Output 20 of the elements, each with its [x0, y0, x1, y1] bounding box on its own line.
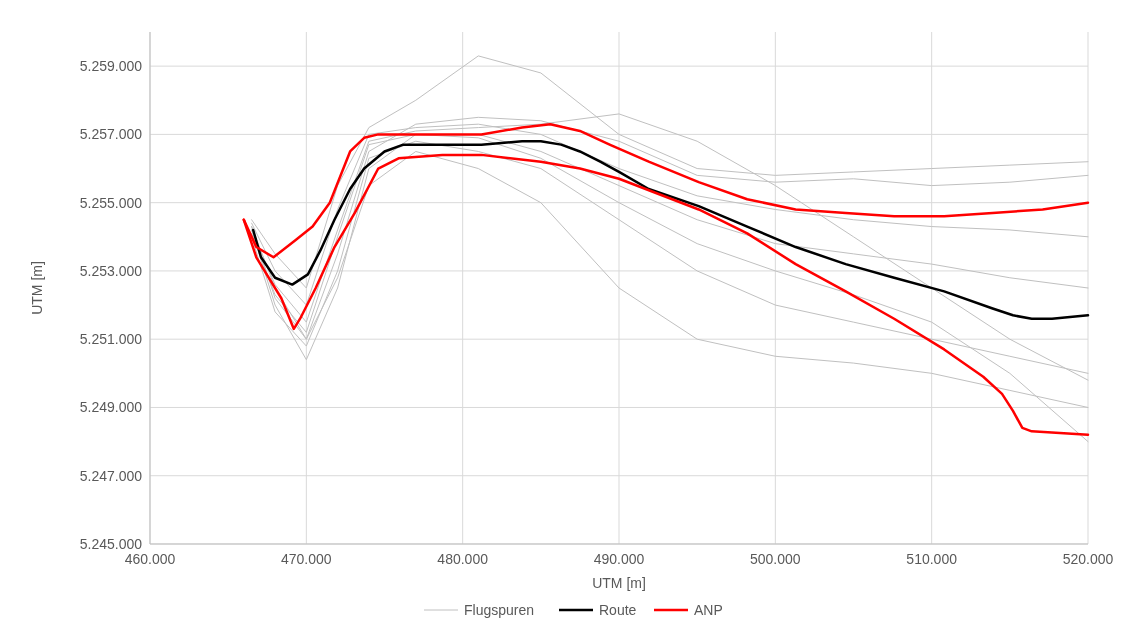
y-axis-title: UTM [m] — [29, 261, 45, 315]
y-tick-label: 5.259.000 — [79, 58, 143, 75]
y-tick-label: 5.251.000 — [79, 331, 143, 348]
x-tick-label: 520.000 — [1062, 551, 1114, 567]
x-tick-label: 500.000 — [750, 551, 801, 567]
legend-label: ANP — [694, 602, 723, 618]
y-tick-label: 5.253.000 — [79, 262, 143, 279]
legend-label: Route — [599, 602, 637, 618]
x-tick-label: 480.000 — [437, 551, 489, 567]
y-tick-label: 5.247.000 — [79, 467, 143, 484]
y-tick-label: 5.249.000 — [79, 399, 143, 416]
legend-label: Flugspuren — [464, 602, 535, 618]
x-axis-title: UTM [m] — [592, 575, 646, 591]
y-tick-label: 5.245.000 — [79, 536, 143, 552]
x-tick-label: 470.000 — [281, 551, 332, 567]
x-tick-label: 460.000 — [124, 551, 176, 567]
y-tick-label: 5.257.000 — [79, 126, 143, 143]
x-tick-label: 490.000 — [593, 551, 645, 567]
y-tick-label: 5.255.000 — [79, 194, 143, 211]
x-tick-label: 510.000 — [906, 551, 958, 567]
